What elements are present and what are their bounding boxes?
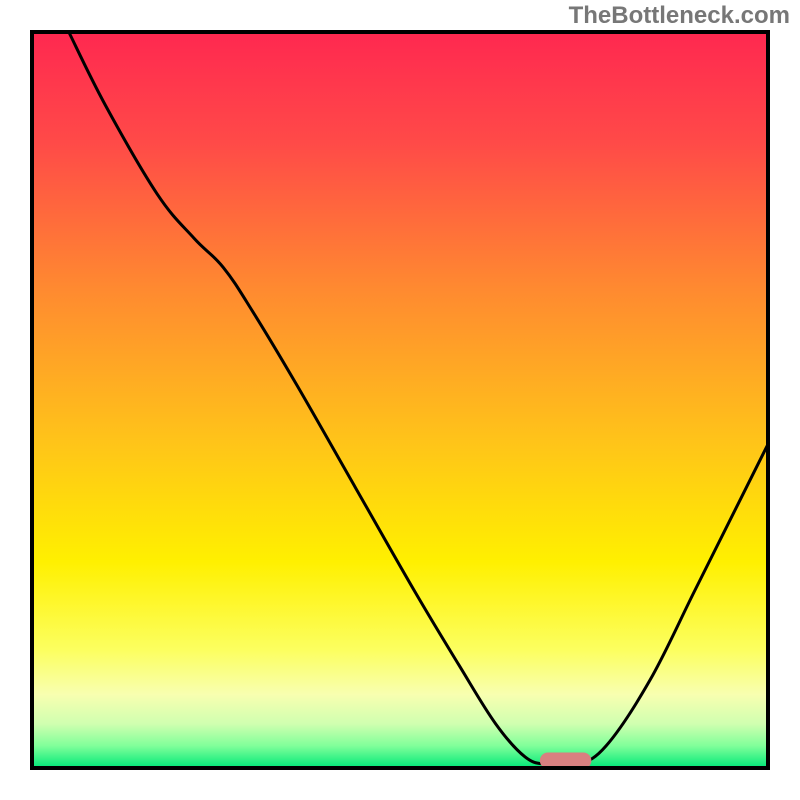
watermark-text: TheBottleneck.com (569, 2, 790, 30)
plot-background (32, 32, 768, 768)
bottleneck-chart (0, 0, 800, 800)
chart-container: { "watermark": { "text": "TheBottleneck.… (0, 0, 800, 800)
